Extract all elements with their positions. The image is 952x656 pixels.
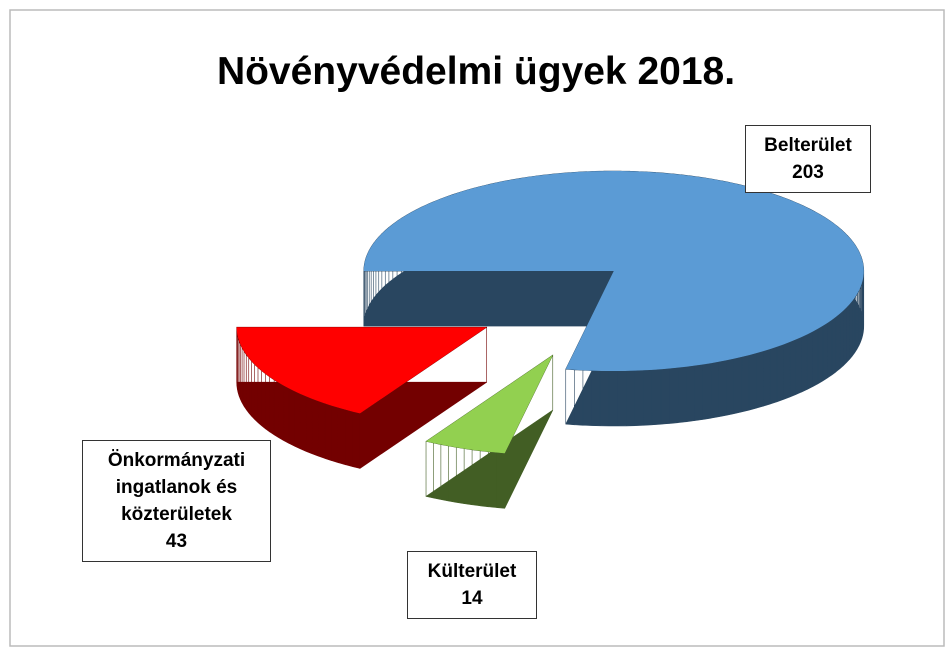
label-value: 14 [461,588,483,609]
data-label: Belterület 203 [745,125,871,193]
chart-title: Növényvédelmi ügyek 2018. [216,50,736,93]
slice [236,327,487,414]
data-label: Külterület 14 [407,551,537,619]
label-name: Önkormányzati ingatlanok és közterületek [107,450,246,525]
slice [363,171,864,372]
data-label: Önkormányzati ingatlanok és közterületek… [82,440,271,562]
label-value: 43 [165,531,188,552]
label-value: 203 [792,162,824,183]
slice [426,355,553,454]
label-name: Belterület [764,135,852,156]
label-name: Külterület [427,561,517,582]
